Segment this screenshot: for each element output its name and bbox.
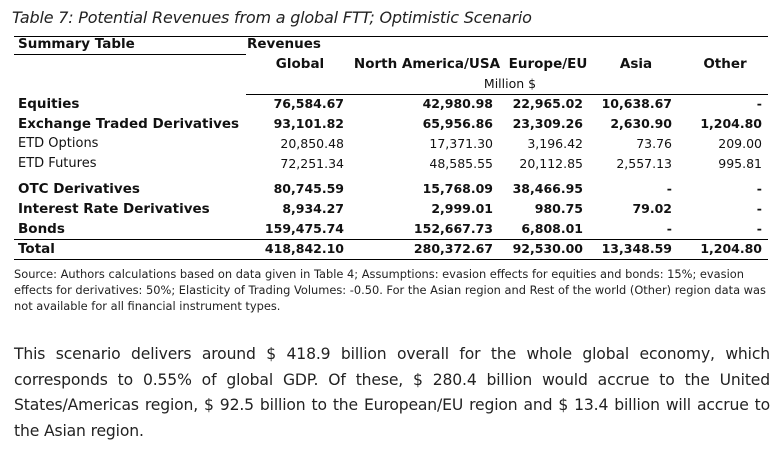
row-label: Exchange Traded Derivatives (18, 116, 240, 132)
column-header-other: Other (703, 56, 747, 72)
row-label: Total (18, 241, 55, 257)
table-cell: 22,965.02 (512, 96, 583, 111)
table-cell: - (756, 201, 762, 216)
table-cell: 152,667.73 (413, 221, 493, 236)
table-cell: 20,850.48 (280, 136, 344, 151)
row-label: ETD Futures (18, 156, 97, 171)
column-header-north-america: North America/USA (353, 56, 501, 72)
body-paragraph: This scenario delivers around $ 418.9 bi… (14, 345, 770, 440)
table-caption: Table 7: Potential Revenues from a globa… (12, 8, 532, 27)
summary-table-label: Summary Table (18, 36, 135, 52)
table-cell: 72,251.34 (280, 156, 344, 171)
table-cell: 280,372.67 (413, 241, 493, 256)
table-cell: 1,204.80 (700, 116, 762, 131)
row-label: Interest Rate Derivatives (18, 201, 210, 217)
table-cell: 20,112.85 (519, 156, 583, 171)
table-cell: 17,371.30 (429, 136, 493, 151)
column-header-europe: Europe/EU (508, 56, 588, 72)
table-cell: - (756, 96, 762, 111)
row-label: OTC Derivatives (18, 181, 140, 197)
row-label: Equities (18, 96, 80, 112)
source-note: Source: Authors calculations based on da… (14, 267, 766, 313)
table-cell: 3,196.42 (527, 136, 583, 151)
table-cell: 76,584.67 (273, 96, 344, 111)
table-cell: 42,980.98 (422, 96, 493, 111)
table-cell: 65,956.86 (422, 116, 493, 131)
table-cell: 418,842.10 (264, 241, 344, 256)
table-cell: - (756, 181, 762, 196)
revenues-label: Revenues (247, 36, 321, 52)
table-cell: 93,101.82 (273, 116, 344, 131)
bottom-rule (14, 259, 768, 260)
table-cell: 23,309.26 (512, 116, 583, 131)
label-column-rule (14, 54, 246, 55)
table-cell: 48,585.55 (429, 156, 493, 171)
table-cell: 10,638.67 (601, 96, 672, 111)
top-rule (14, 36, 768, 37)
table-cell: 2,630.90 (610, 116, 672, 131)
table-cell: 38,466.95 (512, 181, 583, 196)
table-cell: 73.76 (636, 136, 672, 151)
table-cell: 80,745.59 (273, 181, 344, 196)
table-cell: - (666, 181, 672, 196)
table-cell: 2,999.01 (431, 201, 493, 216)
table-cell: 8,934.27 (282, 201, 344, 216)
table-cell: 209.00 (718, 136, 762, 151)
table-cell: 6,808.01 (521, 221, 583, 236)
table-cell: - (756, 221, 762, 236)
table-cell: 159,475.74 (264, 221, 344, 236)
table-cell: 1,204.80 (700, 241, 762, 256)
unit-label: Million $ (483, 76, 537, 91)
header-rule (246, 94, 768, 95)
table-cell: 995.81 (718, 156, 762, 171)
table-cell: 79.02 (632, 201, 672, 216)
table-cell: 2,557.13 (616, 156, 672, 171)
table-cell: - (666, 221, 672, 236)
column-header-global: Global (275, 56, 325, 72)
total-rule (14, 239, 768, 240)
table-cell: 13,348.59 (601, 241, 672, 256)
table-cell: 92,530.00 (512, 241, 583, 256)
column-header-asia: Asia (619, 56, 653, 72)
table-cell: 15,768.09 (422, 181, 493, 196)
row-label: ETD Options (18, 136, 99, 151)
row-label: Bonds (18, 221, 65, 237)
table-cell: 980.75 (534, 201, 583, 216)
